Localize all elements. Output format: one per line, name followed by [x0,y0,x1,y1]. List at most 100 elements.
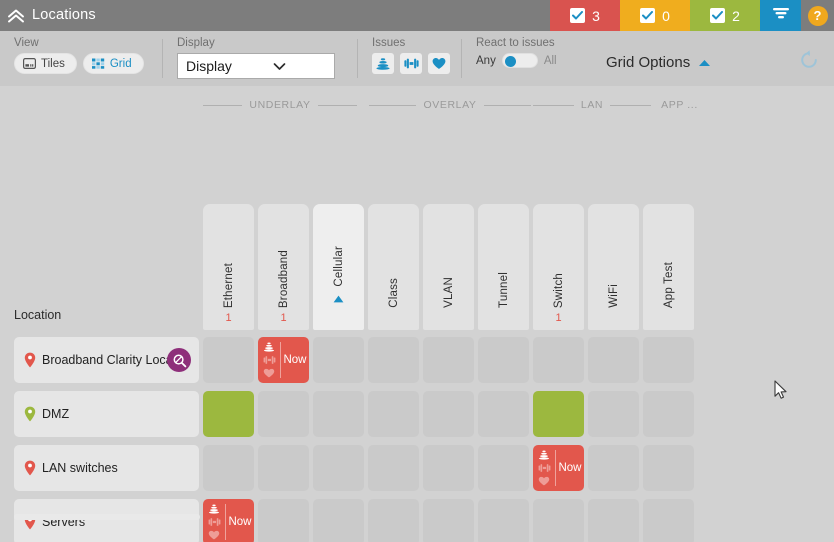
grid-area: UNDERLAY OVERLAY LAN APP ... Ethernet 1 Broad… [0,86,834,542]
grid-cell-lan-switches-wifi[interactable] [588,445,639,491]
issues-group-label: Issues [372,37,406,49]
cell-divider [555,450,556,486]
column-header-inner: Switch [553,273,565,308]
checkbox-warning-icon[interactable] [640,8,656,23]
column-header-wifi[interactable]: WiFi 0 [588,204,639,330]
grid-cell-servers-switch[interactable] [533,499,584,542]
location-row-lan-switches[interactable]: LAN switches [14,445,199,491]
grid-cell-broadband-clarity-location-vlan[interactable] [423,337,474,383]
alert-now-label: Now [558,462,582,474]
view-tiles-label: Tiles [41,57,65,70]
grid-options-button[interactable]: Grid Options [606,46,711,72]
grid-cell-lan-switches-tunnel[interactable] [478,445,529,491]
grid-cell-broadband-clarity-location-broadband[interactable]: Now [258,337,309,383]
grid-cell-lan-switches-switch[interactable]: Now [533,445,584,491]
column-header-class[interactable]: Class 0 [368,204,419,330]
display-select-value: Display [186,58,232,74]
grid-cell-broadband-clarity-location-switch[interactable] [533,337,584,383]
horizontal-scrollbar[interactable] [14,514,820,520]
refresh-button[interactable] [798,49,820,76]
checkbox-ok-icon[interactable] [710,8,726,23]
column-header-cellular[interactable]: Cellular 0 [313,204,364,330]
location-row-dmz[interactable]: DMZ [14,391,199,437]
grid-cell-servers-broadband[interactable] [258,499,309,542]
checkbox-critical-icon[interactable] [570,8,586,23]
toolbar-group-view: View Tiles [0,31,163,86]
filter-icon [771,5,791,26]
location-pin-icon [24,460,36,476]
column-header-label: Class [387,278,400,308]
grid-cell-dmz-switch[interactable] [533,391,584,437]
clarity-magnifier-icon[interactable] [167,348,191,372]
page-title: Locations [32,7,96,23]
availability-button[interactable] [372,53,394,74]
column-issue-count: 1 [225,312,232,324]
display-select[interactable]: Display [177,53,335,79]
grid-cell-broadband-clarity-location-tunnel[interactable] [478,337,529,383]
column-header-ethernet[interactable]: Ethernet 1 [203,204,254,330]
grid-cell-dmz-broadband[interactable] [258,391,309,437]
column-header-app-test[interactable]: App Test 0 [643,204,694,330]
performance-button[interactable] [400,53,422,74]
grid-cell-lan-switches-class[interactable] [368,445,419,491]
column-header-vlan[interactable]: VLAN 0 [423,204,474,330]
react-all-label: All [543,54,557,67]
group-label: APP ... [661,99,698,111]
filter-button[interactable] [760,0,801,31]
grid-cell-broadband-clarity-location-cellular[interactable] [313,337,364,383]
status-badge-ok[interactable]: 2 [690,0,760,31]
column-header-tunnel[interactable]: Tunnel 0 [478,204,529,330]
grid-cell-dmz-vlan[interactable] [423,391,474,437]
collapse-panel-icon[interactable] [0,0,32,31]
grid-cell-servers-ethernet[interactable]: Now [203,499,254,542]
alert-icon-stack [533,445,555,491]
grid-cell-lan-switches-broadband[interactable] [258,445,309,491]
help-button[interactable]: ? [801,0,834,31]
column-header-broadband[interactable]: Broadband 1 [258,204,309,330]
dumbbell-icon [538,462,551,473]
grid-cell-broadband-clarity-location-wifi[interactable] [588,337,639,383]
grid-cell-dmz-tunnel[interactable] [478,391,529,437]
toolbar-group-issues: Issues [358,31,462,86]
alert-icon-stack [203,499,225,542]
grid-cell-broadband-clarity-location-app-test[interactable] [643,337,694,383]
column-header-switch[interactable]: Switch 1 [533,204,584,330]
grid-cell-dmz-cellular[interactable] [313,391,364,437]
group-rule-left [533,104,574,106]
grid-cell-servers-wifi[interactable] [588,499,639,542]
column-issue-count: 0 [610,312,616,325]
grid-cell-servers-app-test[interactable] [643,499,694,542]
grid-cell-servers-class[interactable] [368,499,419,542]
grid-cell-lan-switches-cellular[interactable] [313,445,364,491]
grid-cell-dmz-ethernet[interactable] [203,391,254,437]
grid-cell-lan-switches-app-test[interactable] [643,445,694,491]
grid-cell-servers-cellular[interactable] [313,499,364,542]
status-badge-critical[interactable]: 3 [550,0,620,31]
health-button[interactable] [428,53,450,74]
mouse-cursor [774,380,788,405]
grid-cell-lan-switches-vlan[interactable] [423,445,474,491]
grid-cell-servers-tunnel[interactable] [478,499,529,542]
column-issue-count: 1 [555,312,562,324]
grid-cell-broadband-clarity-location-class[interactable] [368,337,419,383]
grid-cell-lan-switches-ethernet[interactable] [203,445,254,491]
status-badge-warning[interactable]: 0 [620,0,690,31]
react-toggle[interactable] [501,53,538,68]
grid-cell-servers-vlan[interactable] [423,499,474,542]
group-rule-left [369,104,417,106]
grid-cell-dmz-class[interactable] [368,391,419,437]
view-tiles-button[interactable]: Tiles [14,53,77,74]
heart-icon [432,57,446,70]
help-icon: ? [807,5,828,26]
grid-cell-dmz-wifi[interactable] [588,391,639,437]
location-row-label: DMZ [42,407,70,421]
view-grid-button[interactable]: Grid [82,53,144,74]
heart-icon [208,529,220,540]
location-row-servers[interactable]: Servers [14,499,199,542]
grid-cell-dmz-app-test[interactable] [643,391,694,437]
grid-cell-broadband-clarity-location-ethernet[interactable] [203,337,254,383]
column-header-label: Tunnel [497,272,510,308]
location-row-broadband-clarity-location[interactable]: Broadband Clarity Locat... [14,337,199,383]
scrollbar-thumb[interactable] [14,514,200,520]
column-group-app: APP ... [653,97,706,113]
